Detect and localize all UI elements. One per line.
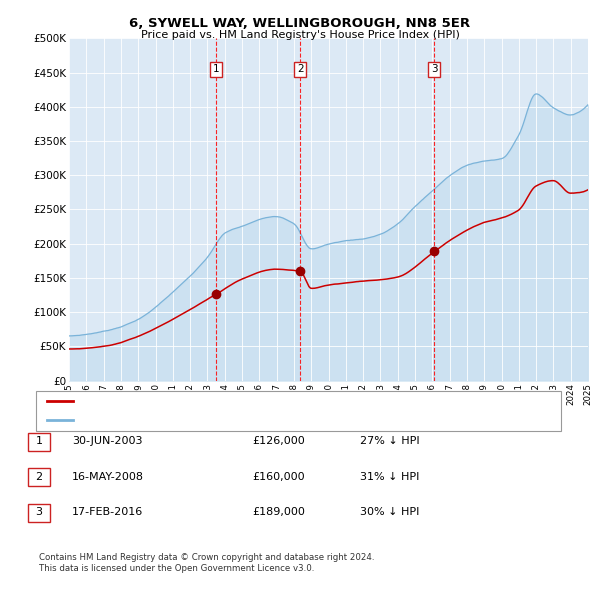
Text: 6, SYWELL WAY, WELLINGBOROUGH, NN8 5ER: 6, SYWELL WAY, WELLINGBOROUGH, NN8 5ER: [130, 17, 470, 30]
Text: £189,000: £189,000: [252, 507, 305, 517]
Text: 6, SYWELL WAY, WELLINGBOROUGH, NN8 5ER (detached house): 6, SYWELL WAY, WELLINGBOROUGH, NN8 5ER (…: [77, 397, 382, 406]
Text: Contains HM Land Registry data © Crown copyright and database right 2024.: Contains HM Land Registry data © Crown c…: [39, 553, 374, 562]
Text: 1: 1: [35, 437, 43, 446]
Text: Price paid vs. HM Land Registry's House Price Index (HPI): Price paid vs. HM Land Registry's House …: [140, 30, 460, 40]
Text: 31% ↓ HPI: 31% ↓ HPI: [360, 472, 419, 481]
Text: 30% ↓ HPI: 30% ↓ HPI: [360, 507, 419, 517]
Text: This data is licensed under the Open Government Licence v3.0.: This data is licensed under the Open Gov…: [39, 565, 314, 573]
Text: 3: 3: [431, 64, 437, 74]
Text: 30-JUN-2003: 30-JUN-2003: [72, 437, 143, 446]
Text: 2: 2: [297, 64, 304, 74]
Text: 2: 2: [35, 472, 43, 481]
Text: 1: 1: [213, 64, 220, 74]
Text: 17-FEB-2016: 17-FEB-2016: [72, 507, 143, 517]
Text: 16-MAY-2008: 16-MAY-2008: [72, 472, 144, 481]
Text: 3: 3: [35, 507, 43, 517]
Text: 27% ↓ HPI: 27% ↓ HPI: [360, 437, 419, 446]
Text: HPI: Average price, detached house, North Northamptonshire: HPI: Average price, detached house, Nort…: [77, 415, 368, 424]
Text: £160,000: £160,000: [252, 472, 305, 481]
Text: £126,000: £126,000: [252, 437, 305, 446]
